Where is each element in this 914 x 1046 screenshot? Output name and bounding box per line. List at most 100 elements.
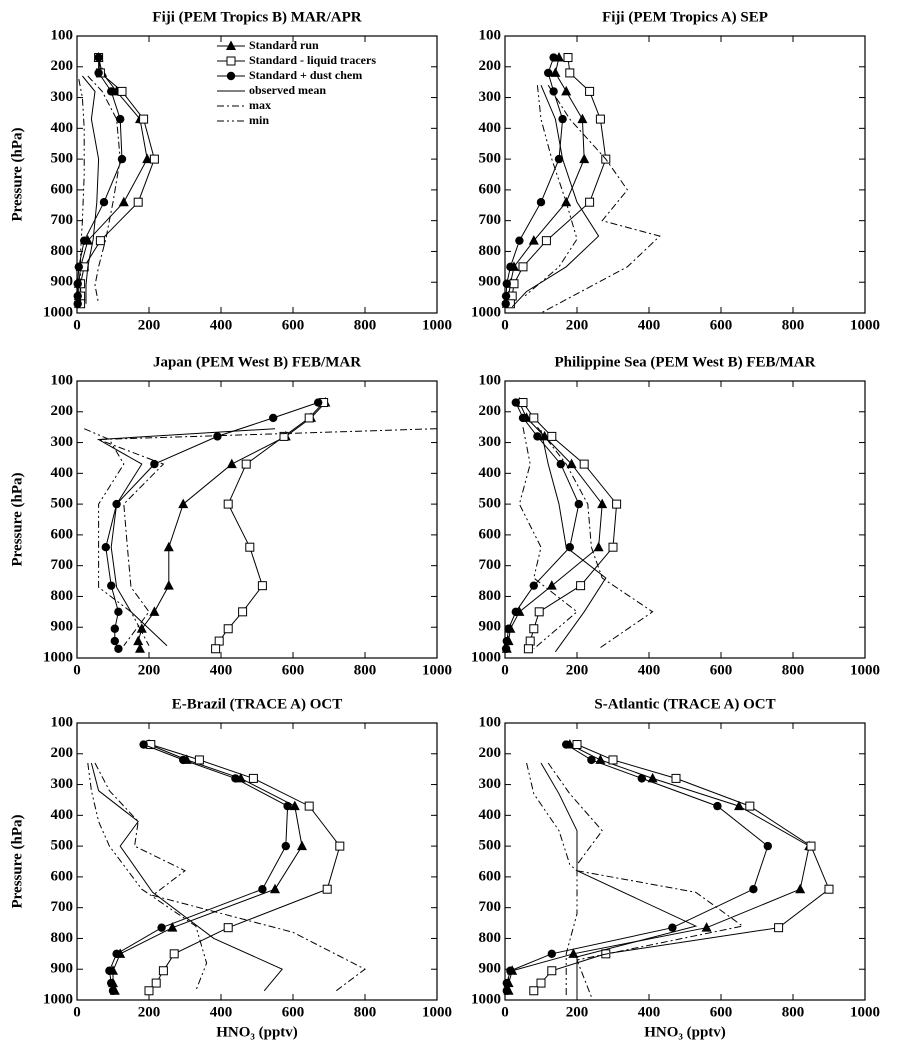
triangle-marker	[795, 883, 806, 894]
y-tick-label: 500	[479, 838, 502, 854]
y-tick-label: 900	[479, 619, 502, 635]
x-tick-label: 600	[710, 1004, 733, 1020]
y-tick-label: 800	[479, 930, 502, 946]
circle-marker	[116, 114, 125, 124]
y-tick-label: 600	[51, 868, 74, 884]
circle-marker	[117, 154, 127, 164]
circle-marker	[73, 279, 82, 288]
circle-marker	[547, 949, 556, 959]
x-tick-label: 400	[210, 662, 233, 678]
plot-frame	[76, 35, 438, 314]
square-marker	[547, 966, 557, 976]
circle-marker	[549, 53, 558, 62]
circle-marker	[501, 644, 511, 653]
square-marker	[529, 413, 539, 423]
square-marker	[518, 398, 528, 408]
y-tick-label: 100	[51, 372, 74, 388]
circle-marker	[549, 87, 558, 96]
triangle-marker	[136, 623, 147, 633]
circle-marker	[565, 543, 574, 552]
square-marker	[241, 459, 251, 469]
x-tick-label: 1000	[422, 317, 452, 333]
y-tick-label: 900	[479, 274, 502, 290]
circle-marker	[73, 291, 82, 301]
legend-label: Standard - liquid tracers	[249, 53, 376, 67]
circle-marker	[94, 53, 103, 62]
square-marker	[525, 636, 535, 646]
profile-line	[540, 430, 607, 653]
triangle-marker	[566, 458, 577, 469]
circle-marker	[269, 413, 278, 423]
x-tick-label: 400	[638, 662, 661, 678]
triangle-marker	[647, 772, 658, 783]
y-axis-label: Pressure (hPa)	[9, 127, 25, 221]
x-tick-label: 400	[210, 1004, 233, 1020]
y-tick-label: 900	[51, 961, 74, 977]
circle-marker	[574, 499, 583, 509]
y-tick-label: 1000	[471, 304, 501, 320]
profile-line	[506, 57, 585, 304]
square-marker	[169, 949, 179, 959]
circle-marker	[74, 262, 84, 272]
triangle-marker	[226, 458, 237, 469]
panel-title: Fiji (PEM Tropics A) SEP	[602, 9, 768, 25]
x-tick-label: 200	[566, 1004, 589, 1020]
profile-line	[96, 428, 276, 647]
circle-marker	[283, 801, 292, 811]
circle-marker	[501, 299, 510, 308]
y-tick-label: 400	[479, 465, 502, 481]
y-axis-label: Pressure (hPa)	[9, 472, 25, 566]
profile-line	[511, 85, 600, 308]
legend-label: min	[249, 113, 269, 127]
profile-line	[87, 75, 121, 304]
y-tick-label: 400	[51, 807, 74, 823]
square-marker	[248, 773, 258, 783]
x-tick-label: 800	[782, 662, 805, 678]
profile-line	[98, 428, 438, 646]
x-tick-label: 1000	[422, 1004, 452, 1020]
plot-frame	[504, 380, 866, 659]
y-tick-label: 500	[51, 838, 74, 854]
triangle-marker	[577, 113, 588, 124]
square-marker	[133, 197, 143, 207]
x-tick-label: 600	[710, 662, 733, 678]
circle-marker	[99, 198, 109, 207]
profile-line	[537, 426, 654, 650]
y-tick-label: 1000	[471, 649, 501, 665]
profile-line	[522, 85, 578, 298]
y-tick-label: 600	[479, 181, 502, 197]
square-marker	[257, 581, 267, 591]
triangle-marker	[133, 635, 144, 646]
legend-label: Standard run	[249, 38, 319, 52]
circle-marker	[107, 978, 116, 988]
circle-marker	[157, 923, 166, 932]
y-tick-label: 200	[51, 403, 74, 419]
square-marker	[608, 542, 618, 552]
square-marker	[608, 755, 618, 765]
y-tick-label: 800	[51, 243, 74, 259]
triangle-marker	[550, 67, 561, 77]
x-tick-label: 600	[282, 317, 305, 333]
square-marker	[824, 884, 834, 894]
square-marker	[151, 978, 161, 988]
circle-marker	[504, 624, 513, 633]
profile-line	[526, 762, 578, 997]
y-tick-label: 400	[479, 807, 502, 823]
square-marker	[158, 966, 168, 976]
square-marker	[144, 986, 154, 996]
x-tick-label: 800	[782, 1004, 805, 1020]
y-tick-label: 300	[479, 89, 502, 105]
x-tick-label: 200	[138, 662, 161, 678]
y-tick-label: 700	[479, 557, 502, 573]
y-tick-label: 400	[51, 465, 74, 481]
y-tick-label: 600	[479, 526, 502, 542]
y-tick-label: 800	[51, 930, 74, 946]
triangle-marker	[135, 643, 145, 653]
circle-marker	[533, 432, 542, 441]
circle-marker	[213, 432, 222, 441]
triangle-marker	[270, 883, 280, 894]
triangle-marker	[568, 948, 579, 958]
square-marker	[523, 644, 533, 654]
square-marker	[576, 581, 586, 591]
y-tick-label: 600	[51, 181, 74, 197]
